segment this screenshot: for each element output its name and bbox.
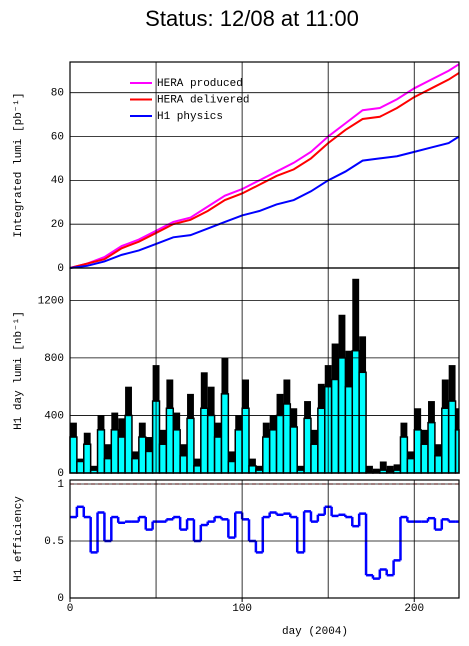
histogram-bar <box>366 465 373 473</box>
legend-label: HERA produced <box>157 78 243 90</box>
histogram-bar <box>262 436 271 474</box>
line-series <box>69 72 460 269</box>
y-axis-label: Integrated lumi [pb⁻¹] <box>13 92 25 237</box>
histogram-bar <box>372 468 380 473</box>
y-tick-label: 0 <box>57 593 64 605</box>
x-tick-label: 200 <box>404 603 424 615</box>
x-tick-label: 100 <box>232 603 252 615</box>
y-tick-label: 60 <box>51 131 64 143</box>
histogram-bar <box>399 436 409 474</box>
histogram-bar <box>158 443 168 474</box>
y-tick-label: 400 <box>44 410 64 422</box>
histogram-bar <box>386 465 394 473</box>
histogram-bar <box>344 385 354 474</box>
histogram-bar <box>76 460 85 474</box>
histogram-bar <box>330 378 340 474</box>
y-tick-label: 80 <box>51 88 64 100</box>
legend-label: HERA delivered <box>157 94 249 106</box>
histogram-bar <box>447 400 457 474</box>
line-series <box>69 135 460 269</box>
histogram-bar <box>379 461 387 473</box>
histogram-bar <box>117 436 126 474</box>
y-tick-label: 40 <box>51 175 64 187</box>
plot-frame <box>69 267 460 474</box>
histogram-bar <box>110 429 119 474</box>
histogram-bar <box>193 465 202 474</box>
y-tick-label: 20 <box>51 219 64 231</box>
x-tick-label: 0 <box>67 603 74 615</box>
chart-title: Status: 12/08 at 11:00 <box>145 6 359 31</box>
histogram-bar <box>144 450 154 474</box>
histogram-bar <box>393 464 401 473</box>
histogram-bar <box>172 429 181 474</box>
histogram-bar <box>317 407 326 474</box>
histogram-bar <box>96 429 106 474</box>
histogram-bar <box>427 421 436 474</box>
histogram-bar <box>310 443 319 474</box>
y-tick-label: 0 <box>57 468 64 480</box>
y-axis-label: H1 day lumi [nb⁻¹] <box>13 311 25 430</box>
histogram-bar <box>241 407 250 474</box>
histogram-bar <box>200 407 209 474</box>
histogram-bar <box>303 417 312 474</box>
histogram-bar <box>234 429 243 474</box>
histogram-bar <box>131 457 140 474</box>
y-tick-label: 1 <box>57 479 64 491</box>
histogram-bar <box>358 371 367 474</box>
histogram-bar <box>406 457 415 474</box>
y-tick-label: 0 <box>57 263 64 275</box>
y-tick-label: 800 <box>44 353 64 365</box>
y-tick-label: 1200 <box>38 295 64 307</box>
histogram-bar <box>206 414 216 474</box>
histogram-bar <box>420 443 429 474</box>
histogram-bar <box>83 443 92 474</box>
histogram-bar <box>248 465 257 474</box>
histogram-bar <box>441 407 450 474</box>
histogram-bar <box>179 454 188 474</box>
histogram-bar <box>268 429 278 474</box>
histogram-bar <box>220 393 230 474</box>
histogram-bar <box>186 417 195 474</box>
histogram-bar <box>165 407 175 474</box>
y-tick-label: 0.5 <box>44 536 64 548</box>
histogram-bar <box>289 426 298 474</box>
histogram-bar <box>282 403 292 474</box>
histogram-bar <box>351 349 360 474</box>
y-axis-label: H1 efficiency <box>13 496 25 582</box>
x-axis-label: day (2004) <box>282 626 348 638</box>
histogram-bar <box>227 460 236 474</box>
histogram-bar <box>275 414 285 474</box>
histogram-bar <box>69 436 78 474</box>
histogram-bar <box>434 454 443 474</box>
histogram-bar <box>124 414 133 474</box>
line-series <box>69 63 460 269</box>
histogram-bar <box>413 429 422 474</box>
histogram-bar <box>138 436 147 474</box>
histogram-bar <box>103 457 113 474</box>
legend-label: H1 physics <box>157 111 223 123</box>
plot-frame <box>69 479 460 599</box>
histogram-bar <box>213 436 223 474</box>
